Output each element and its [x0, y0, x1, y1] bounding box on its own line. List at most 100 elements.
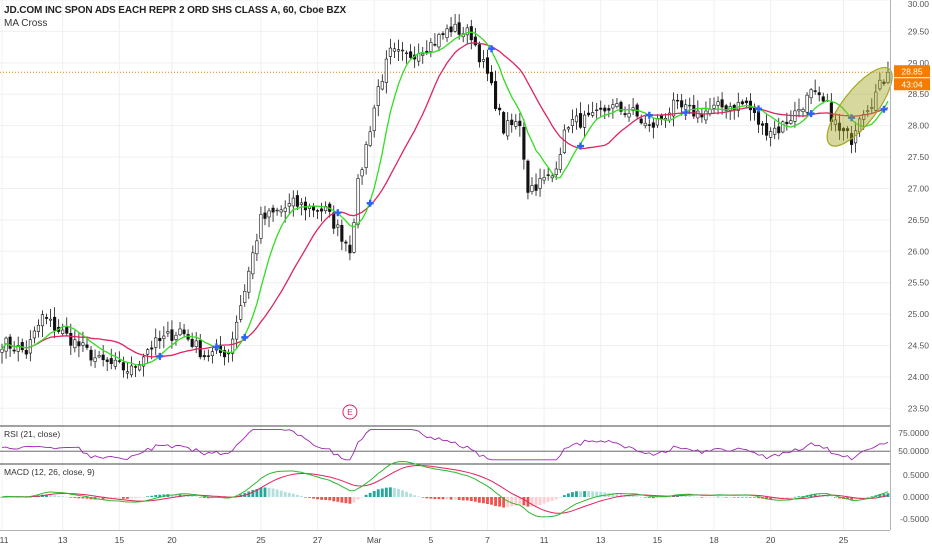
candle-body[interactable] [138, 364, 142, 371]
candle-body[interactable] [101, 354, 105, 361]
candle-body[interactable] [457, 22, 461, 35]
candle-body[interactable] [53, 316, 57, 331]
candle-body[interactable] [231, 338, 235, 354]
candle-body[interactable] [105, 359, 109, 362]
candle-body[interactable] [316, 210, 320, 212]
candle-body[interactable] [166, 331, 170, 334]
candle-body[interactable] [485, 57, 490, 74]
candle-body[interactable] [498, 107, 502, 111]
candle-body[interactable] [368, 131, 372, 146]
candle-body[interactable] [299, 202, 303, 205]
candle-body[interactable] [247, 270, 251, 293]
candle-body[interactable] [809, 89, 813, 99]
candle-body[interactable] [769, 131, 773, 138]
candle-body[interactable] [36, 324, 40, 332]
candle-body[interactable] [190, 338, 194, 347]
candle-body[interactable] [279, 209, 283, 213]
candle-body[interactable] [530, 185, 534, 193]
highlight-ellipse[interactable] [817, 58, 903, 155]
candle-body[interactable] [676, 99, 680, 102]
earnings-marker[interactable]: E [342, 404, 358, 420]
candle-body[interactable] [437, 34, 441, 48]
candle-body[interactable] [805, 94, 809, 113]
candle-body[interactable] [113, 359, 117, 367]
candle-body[interactable] [396, 49, 401, 52]
candle-body[interactable] [595, 109, 599, 112]
price-axis[interactable]: 23.50 24.00 24.50 25.00 25.50 26.00 26.50 27.00… [908, 0, 930, 413]
candle-body[interactable] [125, 371, 129, 374]
candle-body[interactable] [441, 33, 445, 35]
candle-body[interactable] [538, 178, 542, 189]
candle-body[interactable] [558, 154, 562, 170]
candle-body[interactable] [202, 355, 206, 358]
candle-body[interactable] [724, 105, 728, 111]
candle-body[interactable] [24, 349, 28, 355]
candle-body[interactable] [275, 209, 279, 212]
candle-body[interactable] [65, 327, 69, 334]
candle-body[interactable] [61, 329, 65, 334]
candle-body[interactable] [380, 81, 384, 90]
candle-body[interactable] [133, 366, 138, 368]
candle-body[interactable] [182, 329, 186, 335]
candle-body[interactable] [696, 110, 700, 119]
candle-body[interactable] [417, 53, 421, 62]
candle-body[interactable] [570, 119, 574, 126]
candle-body[interactable] [574, 115, 579, 123]
candle-body[interactable] [178, 328, 182, 336]
candle-body[interactable] [477, 44, 481, 63]
candle-body[interactable] [761, 123, 765, 126]
candle-body[interactable] [874, 91, 878, 111]
candle-body[interactable] [639, 118, 643, 124]
candle-body[interactable] [421, 53, 425, 56]
candle-body[interactable] [578, 113, 583, 128]
candle-body[interactable] [433, 44, 437, 46]
candle-body[interactable] [781, 121, 785, 133]
candle-body[interactable] [704, 110, 708, 121]
candle-body[interactable] [445, 28, 449, 39]
candle-body[interactable] [651, 122, 655, 128]
candle-body[interactable] [684, 104, 688, 110]
candle-body[interactable] [554, 168, 558, 176]
candle-body[interactable] [150, 347, 154, 350]
candle-body[interactable] [785, 121, 789, 125]
time-axis[interactable]: 11 13 15 20 25 27 Mar 5 7 11 13 15 18 20 25 [0, 535, 848, 545]
candle-body[interactable] [866, 110, 870, 113]
candle-body[interactable] [550, 175, 554, 179]
candle-body[interactable] [32, 330, 36, 339]
candle-body[interactable] [174, 334, 178, 340]
candle-body[interactable] [647, 124, 651, 126]
candle-body[interactable] [841, 128, 846, 132]
candle-body[interactable] [44, 317, 49, 319]
candle-body[interactable] [619, 101, 623, 112]
candle-body[interactable] [348, 244, 352, 254]
rsi-pane[interactable]: RSI (21, close) 75.0000 50.0000 [0, 425, 929, 461]
candle-body[interactable] [146, 349, 150, 355]
candle-body[interactable] [340, 224, 344, 242]
candle-body[interactable] [672, 99, 676, 117]
candle-body[interactable] [542, 176, 546, 181]
candle-body[interactable] [659, 115, 663, 120]
candle-body[interactable] [591, 112, 595, 116]
candle-body[interactable] [267, 210, 271, 218]
candle-body[interactable] [789, 120, 793, 124]
candle-body[interactable] [16, 345, 20, 352]
earnings-circle[interactable] [342, 404, 358, 420]
candle-body[interactable] [506, 120, 510, 137]
candle-body[interactable] [526, 160, 530, 193]
candle-body[interactable] [332, 212, 336, 229]
candle-body[interactable] [93, 357, 97, 362]
candle-body[interactable] [765, 123, 769, 136]
candle-body[interactable] [566, 127, 570, 130]
candle-body[interactable] [263, 212, 267, 219]
candle-body[interactable] [469, 26, 473, 41]
candle-body[interactable] [692, 105, 696, 117]
candle-body[interactable] [364, 144, 368, 168]
candle-body[interactable] [85, 344, 89, 348]
candle-body[interactable] [481, 59, 485, 62]
candle-body[interactable] [142, 356, 146, 367]
candle-body[interactable] [409, 51, 413, 58]
candle-body[interactable] [0, 348, 4, 353]
candle-body[interactable] [372, 107, 376, 131]
macd-pane[interactable]: MACD (12, 26, close, 9) 0.5000 0.0000 -0.50… [0, 460, 929, 525]
